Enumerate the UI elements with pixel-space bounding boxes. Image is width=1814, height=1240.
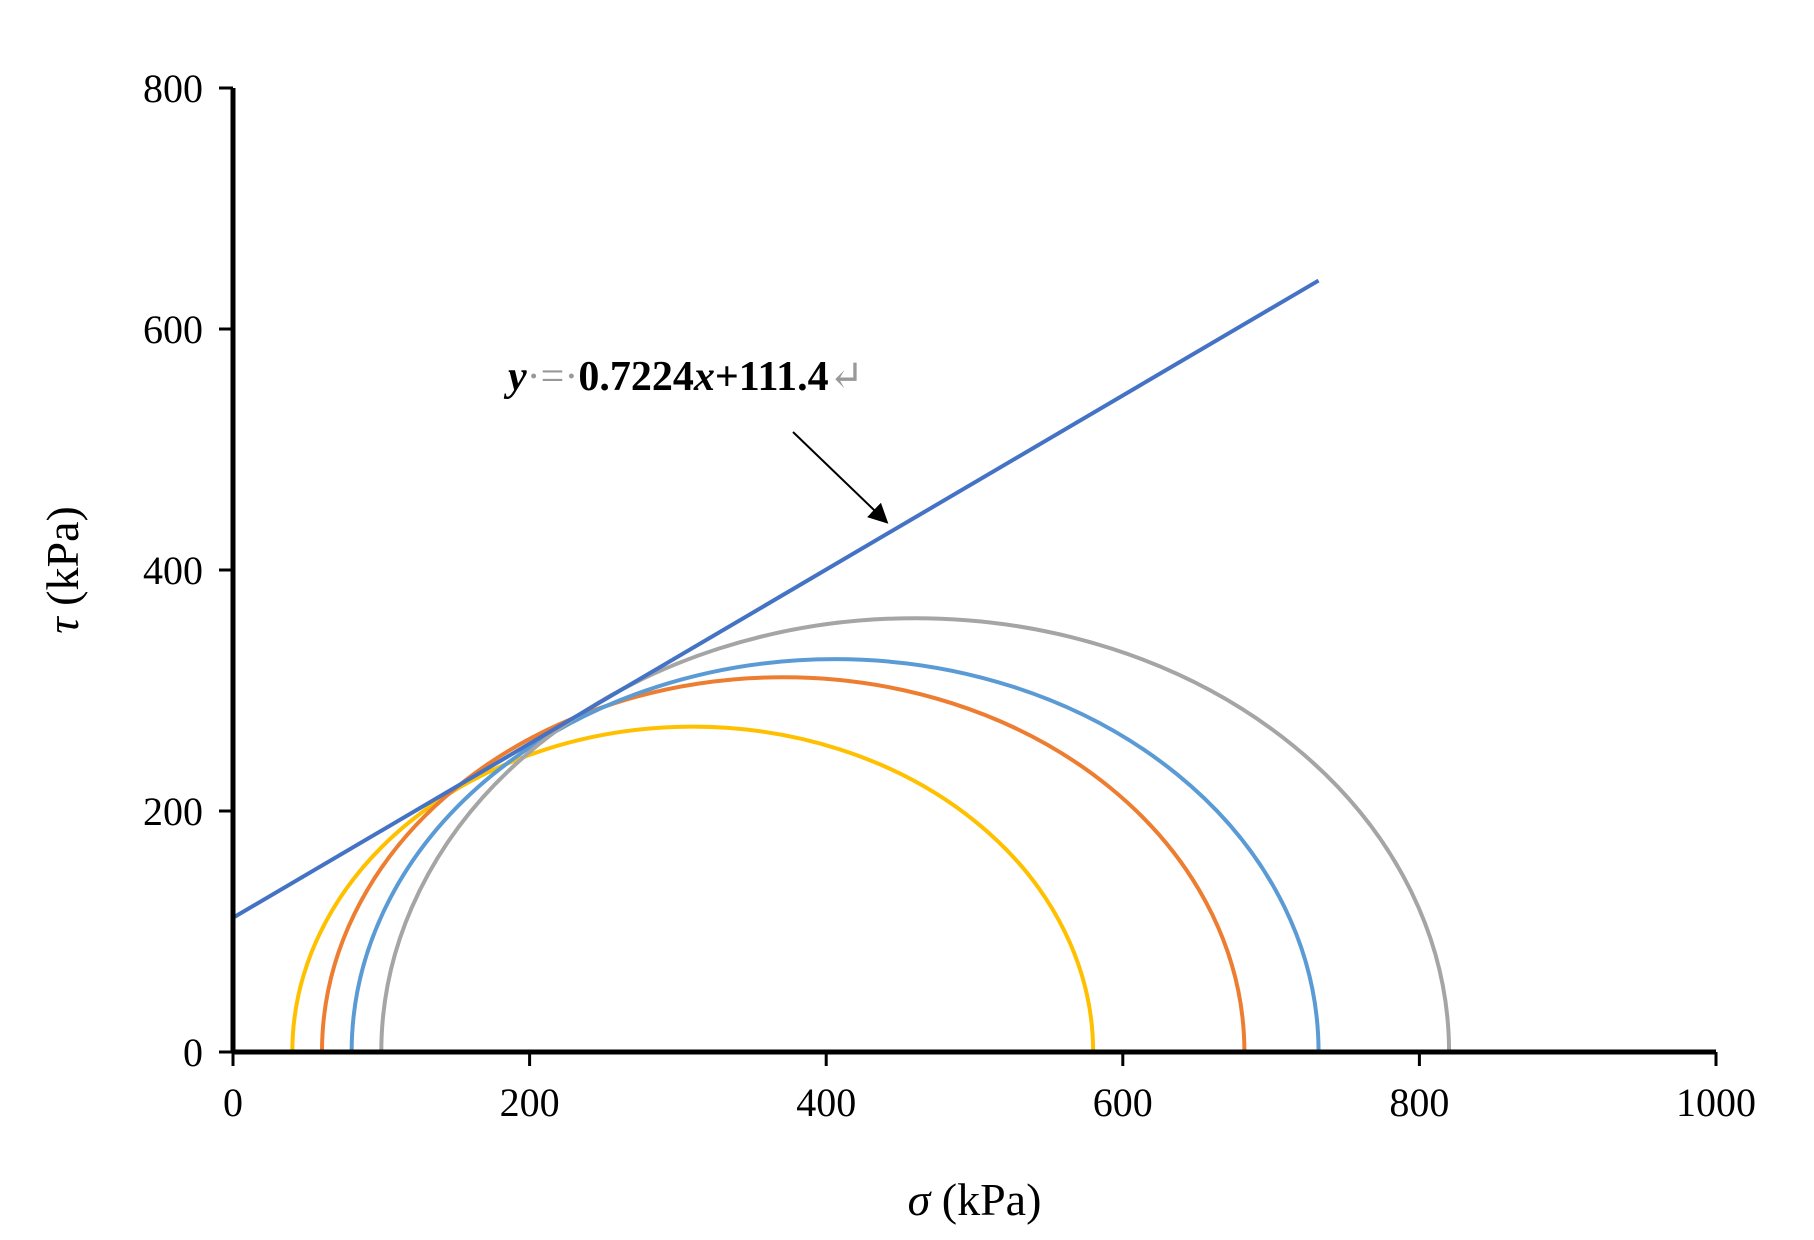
x-tick-label: 200 [500,1080,560,1125]
axis-labels: σ (kPa) τ (kPa) [37,506,1041,1225]
y-tick-label: 200 [143,789,203,834]
mohr-circle-4 [379,616,1452,1053]
y-tick-label: 800 [143,66,203,111]
x-tick-label: 1000 [1676,1080,1756,1125]
y-tick-label: 600 [143,307,203,352]
failure-envelope-line [231,278,1320,920]
x-tick-label: 600 [1093,1080,1153,1125]
y-axis-title: τ (kPa) [37,506,88,634]
y-tick-label: 0 [183,1030,203,1075]
mohr-circle-1 [290,724,1096,1053]
equation-label: y·=·0.7224x+111.4↵ [503,354,864,400]
x-tick-label: 400 [796,1080,856,1125]
arrow-icon [792,431,889,524]
mohr-circle-2 [319,675,1247,1053]
equation-annotation: y·=·0.7224x+111.4↵ [503,354,889,524]
axes: 0 200 400 600 800 1000 0 200 400 600 800 [143,66,1756,1125]
mohr-circle-3 [349,657,1321,1053]
x-axis-title: σ (kPa) [908,1174,1042,1225]
x-tick-label: 0 [223,1080,243,1125]
y-tick-label: 400 [143,548,203,593]
x-tick-label: 800 [1389,1080,1449,1125]
plot-area [231,278,1452,1053]
